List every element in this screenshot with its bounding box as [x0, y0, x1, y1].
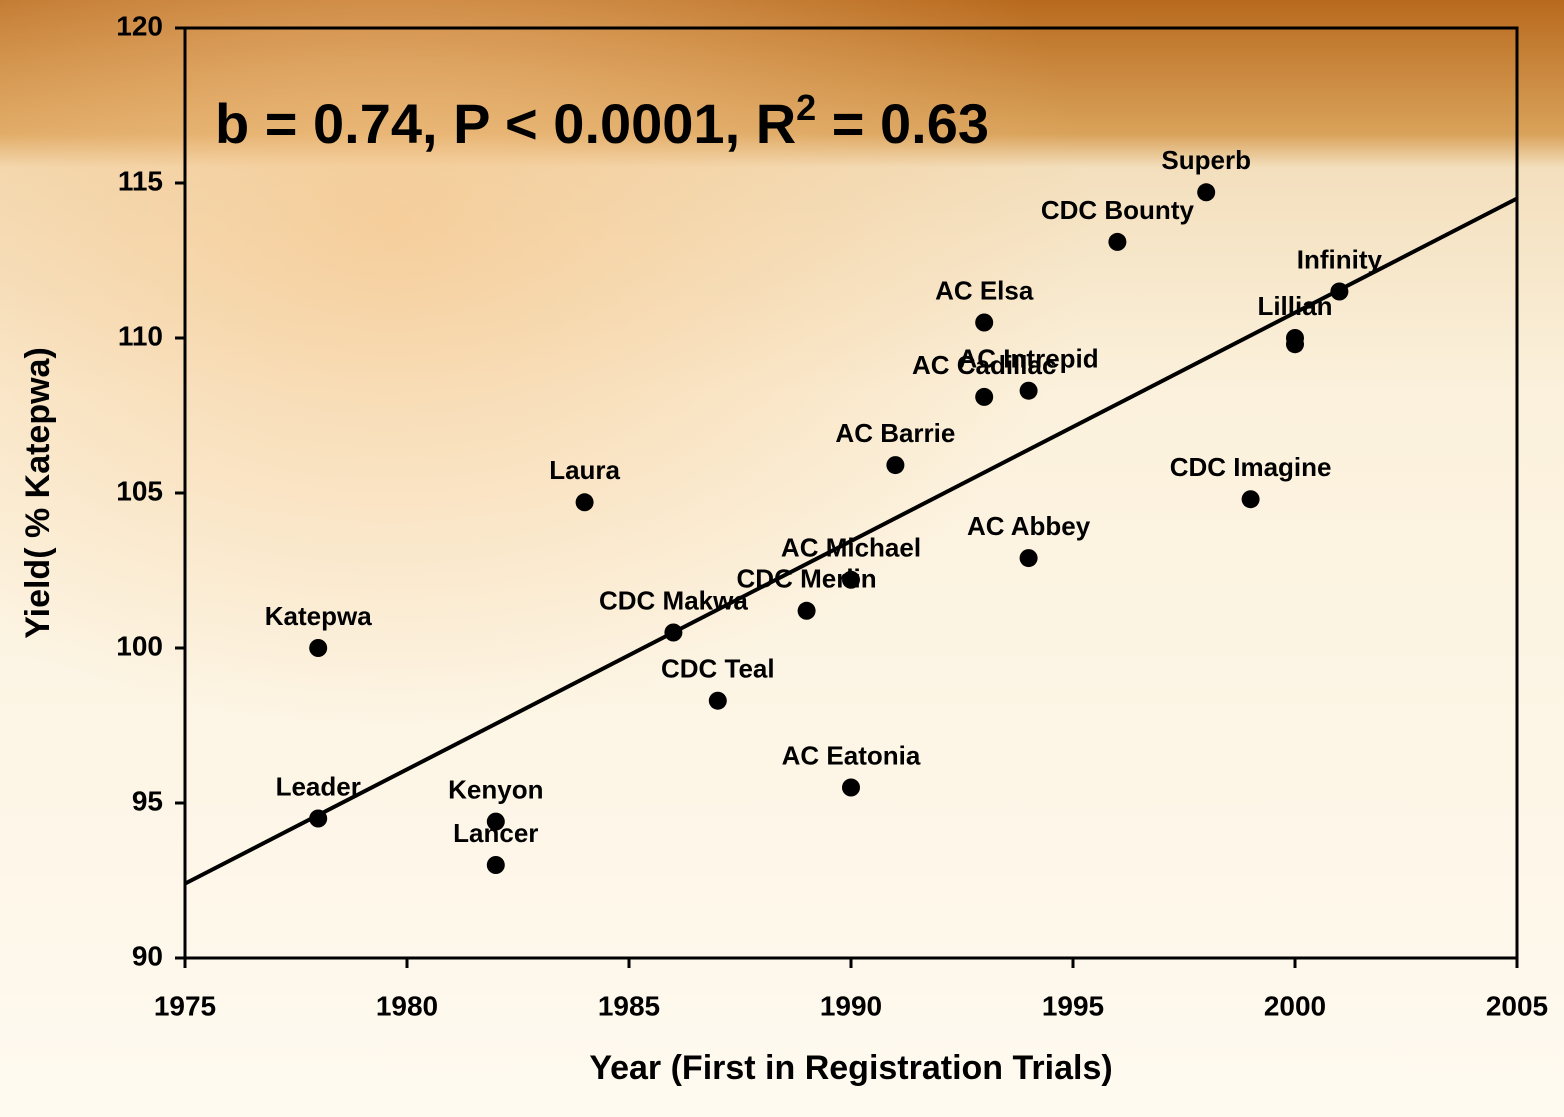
- x-tick-label: 1975: [154, 990, 216, 1021]
- x-tick-label: 1995: [1042, 990, 1104, 1021]
- point-label: AC Intrepid: [959, 344, 1099, 374]
- x-tick-label: 1990: [820, 990, 882, 1021]
- point-label: CDC Imagine: [1170, 452, 1332, 482]
- annotation-text: = 0.63: [816, 92, 989, 155]
- point: [975, 314, 993, 332]
- y-tick-label: 115: [118, 165, 163, 196]
- x-tick-label: 1985: [598, 990, 660, 1021]
- point-label: CDC Makwa: [599, 585, 748, 615]
- point: [487, 856, 505, 874]
- point: [309, 639, 327, 657]
- point: [576, 493, 594, 511]
- point-label: AC Michael: [781, 533, 921, 563]
- x-tick-label: 2005: [1486, 990, 1548, 1021]
- point: [1286, 335, 1304, 353]
- y-tick-label: 110: [118, 320, 163, 351]
- chart: Year (First in Registration Trials) Yiel…: [0, 0, 1564, 1117]
- point: [1108, 233, 1126, 251]
- y-tick-label: 100: [116, 630, 163, 661]
- annotation: b = 0.74, P < 0.0001, R2 = 0.63: [215, 87, 989, 155]
- point-label: CDC Bounty: [1041, 195, 1195, 225]
- point-label: Lillian: [1257, 291, 1332, 321]
- y-tick-label: 120: [116, 10, 163, 41]
- x-tick-label: 1980: [376, 990, 438, 1021]
- y-axis-title: Yield( % Katepwa): [19, 347, 57, 639]
- x-tick-label: 2000: [1264, 990, 1326, 1021]
- point-label: Lancer: [453, 818, 538, 848]
- point-label: Katepwa: [265, 601, 372, 631]
- point-label: AC Barrie: [835, 418, 955, 448]
- point: [1330, 283, 1348, 301]
- point: [842, 779, 860, 797]
- y-tick-label: 105: [116, 475, 163, 506]
- point: [975, 388, 993, 406]
- point: [842, 571, 860, 589]
- annotation-superscript: 2: [796, 87, 816, 128]
- point: [709, 692, 727, 710]
- y-tick-label: 90: [132, 940, 163, 971]
- y-tick-label: 95: [132, 785, 163, 816]
- point: [1197, 183, 1215, 201]
- point-label: Leader: [276, 771, 361, 801]
- point-label: AC Elsa: [935, 275, 1034, 305]
- point: [798, 602, 816, 620]
- point-label: Kenyon: [448, 774, 543, 804]
- point: [886, 456, 904, 474]
- x-axis-title: Year (First in Registration Trials): [589, 1049, 1112, 1087]
- point: [1242, 490, 1260, 508]
- point-label: AC Eatonia: [782, 740, 921, 770]
- point-label: Superb: [1161, 145, 1251, 175]
- annotation-text: b = 0.74, P < 0.0001, R: [215, 92, 796, 155]
- point: [1020, 382, 1038, 400]
- point-label: CDC Teal: [661, 654, 775, 684]
- point-label: Laura: [549, 455, 620, 485]
- point-label: AC Abbey: [967, 511, 1091, 541]
- point: [309, 810, 327, 828]
- point: [1020, 549, 1038, 567]
- point-label: Infinity: [1297, 244, 1383, 274]
- point: [664, 624, 682, 642]
